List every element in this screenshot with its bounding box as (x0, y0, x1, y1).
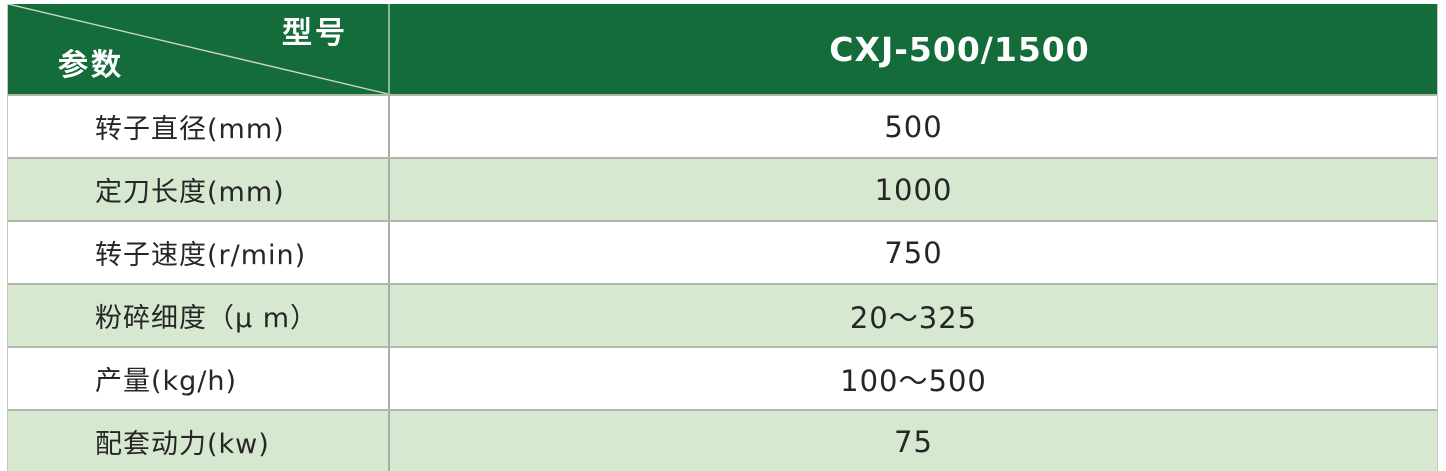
header-corner-cell: 型号 参数 (8, 4, 390, 94)
table-row: 定刀长度(mm) 1000 (8, 157, 1437, 220)
param-value: 20～325 (849, 300, 978, 335)
table-header-row: 型号 参数 CXJ-500/1500 (8, 4, 1437, 94)
param-label: 定刀长度(mm) (8, 159, 390, 220)
param-label: 转子速度(r/min) (8, 222, 390, 283)
param-label: 转子直径(mm) (8, 96, 390, 157)
param-value: 750 (884, 235, 943, 270)
table-row: 转子直径(mm) 500 (8, 94, 1437, 157)
param-label: 配套动力(kw) (8, 411, 390, 471)
param-value: 75 (894, 424, 933, 459)
param-value: 1000 (874, 172, 953, 207)
param-value: 500 (884, 109, 943, 144)
model-column-header: CXJ-500/1500 (829, 29, 1090, 69)
table-row: 转子速度(r/min) 750 (8, 220, 1437, 283)
table-row: 配套动力(kw) 75 (8, 409, 1437, 471)
corner-header-param: 参数 (58, 48, 124, 83)
param-label: 产量(kg/h) (8, 348, 390, 409)
spec-table: 型号 参数 CXJ-500/1500 转子直径(mm) 500 定刀长度(mm)… (7, 4, 1438, 471)
diagonal-divider-line (8, 4, 388, 94)
param-value: 100～500 (840, 363, 987, 398)
table-row: 产量(kg/h) 100～500 (8, 346, 1437, 409)
table-row: 粉碎细度（μ m） 20～325 (8, 283, 1437, 346)
param-label: 粉碎细度（μ m） (8, 285, 390, 346)
corner-header-model: 型号 (282, 16, 348, 51)
